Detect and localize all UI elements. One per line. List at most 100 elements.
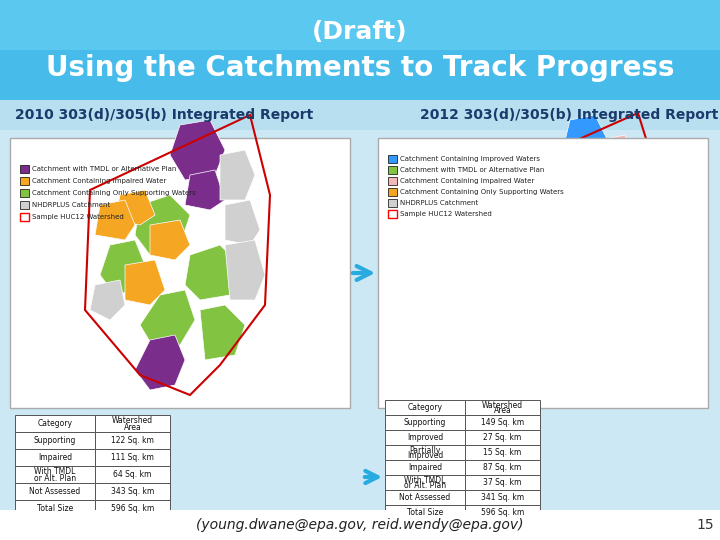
Polygon shape <box>570 237 620 295</box>
Text: 149 Sq. km: 149 Sq. km <box>481 418 524 427</box>
Bar <box>385 475 465 490</box>
Text: NHDRPLUS Catchment: NHDRPLUS Catchment <box>32 202 110 208</box>
Text: Supporting: Supporting <box>404 418 446 427</box>
Text: Watershed: Watershed <box>482 401 523 410</box>
Polygon shape <box>530 280 582 342</box>
FancyBboxPatch shape <box>378 138 708 408</box>
Bar <box>20 201 29 209</box>
Text: 15: 15 <box>696 518 714 532</box>
Bar <box>385 415 465 430</box>
Polygon shape <box>185 245 240 300</box>
Bar <box>465 475 540 490</box>
Bar <box>385 445 465 460</box>
Bar <box>95 483 170 500</box>
Polygon shape <box>150 220 190 260</box>
FancyBboxPatch shape <box>0 0 720 100</box>
Polygon shape <box>612 237 655 297</box>
Text: Category: Category <box>37 419 73 428</box>
Bar <box>385 400 465 415</box>
FancyBboxPatch shape <box>0 130 720 510</box>
Bar <box>95 432 170 449</box>
Bar <box>15 466 95 483</box>
Text: (young.dwane@epa.gov, reid.wendy@epa.gov): (young.dwane@epa.gov, reid.wendy@epa.gov… <box>197 518 523 532</box>
Text: Total Size: Total Size <box>407 508 443 517</box>
Polygon shape <box>90 280 125 320</box>
Bar <box>15 432 95 449</box>
FancyBboxPatch shape <box>0 50 720 100</box>
Bar <box>95 415 170 432</box>
Bar <box>15 483 95 500</box>
Bar <box>465 445 540 460</box>
Text: Catchment Containing Impaired Water: Catchment Containing Impaired Water <box>32 178 166 184</box>
Text: or Alt. Plan: or Alt. Plan <box>404 481 446 490</box>
Polygon shape <box>115 190 155 225</box>
Bar <box>388 166 397 174</box>
Bar <box>20 177 29 185</box>
Polygon shape <box>610 147 648 197</box>
Bar <box>465 490 540 505</box>
Polygon shape <box>185 170 225 210</box>
Text: Impaired: Impaired <box>408 463 442 472</box>
Text: 111 Sq. km: 111 Sq. km <box>111 453 154 462</box>
Text: Impaired: Impaired <box>38 453 72 462</box>
Bar <box>95 466 170 483</box>
Text: Total Size: Total Size <box>37 504 73 513</box>
Polygon shape <box>225 240 265 300</box>
Bar <box>465 430 540 445</box>
Bar <box>388 177 397 185</box>
Text: Sample HUC12 Watershed: Sample HUC12 Watershed <box>400 211 492 217</box>
Bar <box>465 460 540 475</box>
Text: Catchment Containing Improved Waters: Catchment Containing Improved Waters <box>400 156 540 162</box>
Text: Using the Catchments to Track Progress: Using the Catchments to Track Progress <box>46 54 674 82</box>
Polygon shape <box>505 183 545 220</box>
Bar <box>388 199 397 207</box>
Text: With TMDL: With TMDL <box>405 476 446 485</box>
Text: Area: Area <box>494 406 511 415</box>
Bar <box>385 505 465 520</box>
Polygon shape <box>100 240 145 295</box>
Polygon shape <box>135 195 190 255</box>
Text: Watershed: Watershed <box>112 416 153 426</box>
Text: Area: Area <box>124 423 141 432</box>
Polygon shape <box>490 230 535 285</box>
Text: With TMDL: With TMDL <box>35 468 76 476</box>
Text: Category: Category <box>408 403 443 412</box>
Text: 341 Sq. km: 341 Sq. km <box>481 493 524 502</box>
Bar <box>385 430 465 445</box>
Bar <box>20 189 29 197</box>
Bar <box>20 213 29 221</box>
Bar <box>95 449 170 466</box>
FancyBboxPatch shape <box>10 138 350 408</box>
Bar <box>95 500 170 517</box>
Polygon shape <box>600 135 638 193</box>
Text: 15 Sq. km: 15 Sq. km <box>483 448 521 457</box>
Bar <box>20 165 29 173</box>
Text: 596 Sq. km: 596 Sq. km <box>481 508 524 517</box>
Polygon shape <box>125 260 165 305</box>
Text: 37 Sq. km: 37 Sq. km <box>483 478 522 487</box>
Text: Catchment Containing Only Supporting Waters: Catchment Containing Only Supporting Wat… <box>400 189 564 195</box>
Text: 2010 303(d)/305(b) Integrated Report: 2010 303(d)/305(b) Integrated Report <box>15 108 313 122</box>
Text: 27 Sq. km: 27 Sq. km <box>483 433 521 442</box>
Polygon shape <box>528 328 575 383</box>
FancyBboxPatch shape <box>0 510 720 540</box>
Text: Not Assessed: Not Assessed <box>30 487 81 496</box>
Text: 64 Sq. km: 64 Sq. km <box>113 470 152 479</box>
Text: Supporting: Supporting <box>34 436 76 445</box>
Polygon shape <box>170 120 225 180</box>
Text: Catchment with TMDL or Alternative Plan: Catchment with TMDL or Alternative Plan <box>400 167 544 173</box>
Bar <box>465 415 540 430</box>
Text: 122 Sq. km: 122 Sq. km <box>111 436 154 445</box>
Polygon shape <box>522 187 575 245</box>
Text: Improved: Improved <box>407 451 443 460</box>
Bar <box>15 449 95 466</box>
Polygon shape <box>562 115 610 173</box>
Text: or Alt. Plan: or Alt. Plan <box>34 474 76 483</box>
Text: Catchment Containing Impaired Water: Catchment Containing Impaired Water <box>400 178 534 184</box>
Text: Sample HUC12 Watershed: Sample HUC12 Watershed <box>32 214 124 220</box>
Bar <box>15 500 95 517</box>
Polygon shape <box>220 150 255 200</box>
Text: Not Assessed: Not Assessed <box>400 493 451 502</box>
Bar <box>388 210 397 218</box>
Polygon shape <box>588 295 630 353</box>
